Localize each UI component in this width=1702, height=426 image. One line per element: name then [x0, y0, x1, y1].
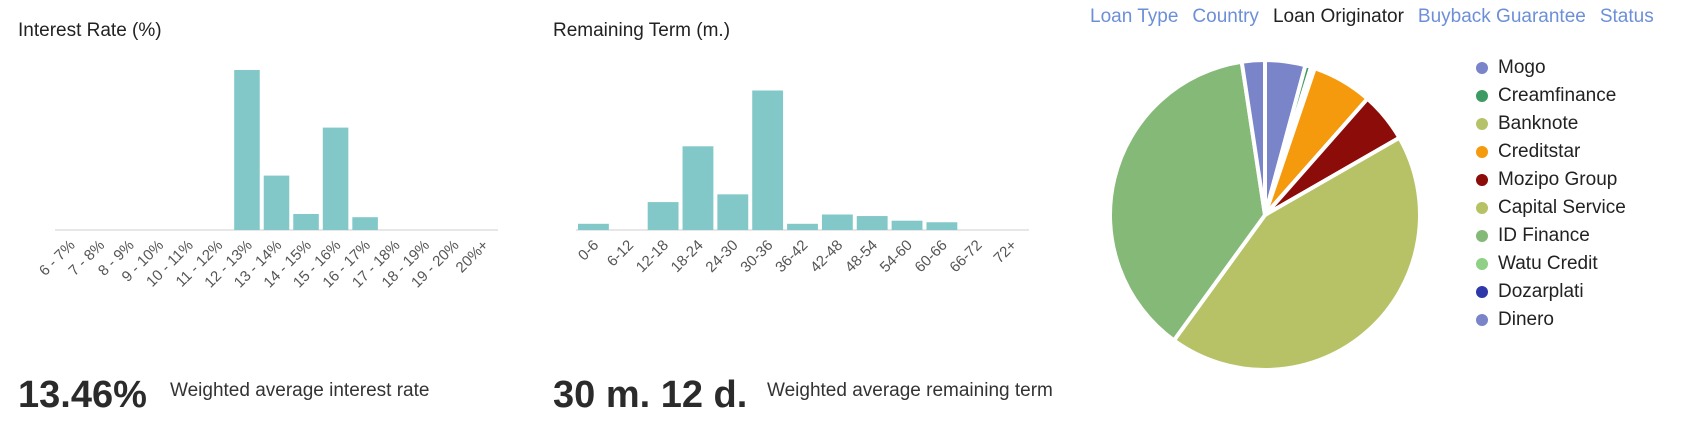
- x-tick-label: 18-24: [668, 237, 707, 276]
- pie-slice[interactable]: [1239, 58, 1267, 217]
- tab-status[interactable]: Status: [1599, 6, 1654, 27]
- bar[interactable]: [234, 70, 260, 230]
- tab-loan-originator[interactable]: Loan Originator: [1272, 6, 1404, 27]
- legend-swatch: [1476, 314, 1488, 326]
- legend-label: Mozipo Group: [1498, 169, 1618, 190]
- legend-label: ID Finance: [1498, 225, 1590, 246]
- remaining-term-average-label: Weighted average remaining term: [767, 380, 1053, 401]
- bar[interactable]: [647, 202, 679, 230]
- legend-swatch: [1476, 146, 1488, 158]
- breakdown-tabs: Loan Type Country Loan Originator Buybac…: [1090, 6, 1654, 28]
- x-tick-label: 66-72: [946, 237, 985, 276]
- legend-swatch: [1476, 62, 1488, 74]
- legend-item[interactable]: ID Finance: [1476, 222, 1626, 250]
- bar[interactable]: [322, 127, 349, 230]
- x-tick-label: 30-36: [737, 237, 776, 276]
- legend-item[interactable]: Dozarplati: [1476, 278, 1626, 306]
- legend-swatch: [1476, 202, 1488, 214]
- legend-item[interactable]: Creditstar: [1476, 138, 1626, 166]
- legend-item[interactable]: Mozipo Group: [1476, 166, 1626, 194]
- bar[interactable]: [891, 220, 923, 230]
- legend-item[interactable]: Mogo: [1476, 54, 1626, 82]
- legend-label: Banknote: [1498, 113, 1579, 134]
- legend-label: Capital Service: [1498, 197, 1626, 218]
- legend-item[interactable]: Creamfinance: [1476, 82, 1626, 110]
- x-tick-label: 20%+: [453, 237, 493, 277]
- legend-item[interactable]: Banknote: [1476, 110, 1626, 138]
- remaining-term-chart: 0-6 6-1212-1818-2424-3030-3636-4242-4848-…: [575, 90, 1029, 276]
- legend-swatch: [1476, 230, 1488, 242]
- legend-label: Mogo: [1498, 57, 1546, 78]
- interest-rate-chart: 6 - 7%7 - 8%8 - 9%9 - 10%10 - 11%11 - 12…: [36, 70, 498, 291]
- x-tick-label: 12-18: [633, 237, 672, 276]
- bar[interactable]: [682, 146, 714, 230]
- x-tick-label: 36-42: [772, 237, 811, 276]
- remaining-term-title: Remaining Term (m.): [553, 20, 731, 41]
- bar[interactable]: [293, 214, 319, 230]
- legend-item[interactable]: Dinero: [1476, 306, 1626, 334]
- legend-label: Creditstar: [1498, 141, 1581, 162]
- bar[interactable]: [352, 217, 378, 230]
- x-tick-label: 48-54: [842, 237, 881, 276]
- legend-swatch: [1476, 90, 1488, 102]
- legend-swatch: [1476, 174, 1488, 186]
- x-tick-label: 0-6: [575, 237, 602, 264]
- legend-swatch: [1476, 258, 1488, 270]
- bar[interactable]: [926, 222, 958, 230]
- tab-country[interactable]: Country: [1192, 6, 1259, 27]
- legend-swatch: [1476, 118, 1488, 130]
- interest-rate-title: Interest Rate (%): [18, 20, 162, 41]
- legend-item[interactable]: Watu Credit: [1476, 250, 1626, 278]
- interest-rate-average-value: 13.46%: [18, 374, 147, 416]
- bar[interactable]: [787, 223, 818, 230]
- pie-legend: Mogo Creamfinance Banknote Creditstar Mozipo…: [1476, 54, 1626, 334]
- legend-swatch: [1476, 286, 1488, 298]
- legend-label: Creamfinance: [1498, 85, 1617, 106]
- remaining-term-average-value: 30 m. 12 d.: [553, 374, 748, 416]
- x-tick-label: 42-48: [807, 237, 846, 276]
- bar[interactable]: [752, 90, 784, 231]
- tab-loan-type[interactable]: Loan Type: [1090, 6, 1179, 27]
- x-tick-label: 54-60: [877, 237, 916, 276]
- pie-slice[interactable]: [1108, 59, 1267, 343]
- legend-label: Dinero: [1498, 309, 1554, 330]
- bar[interactable]: [856, 216, 888, 230]
- tab-buyback-guarantee[interactable]: Buyback Guarantee: [1417, 6, 1586, 27]
- bar[interactable]: [578, 223, 609, 230]
- legend-label: Dozarplati: [1498, 281, 1584, 302]
- bar[interactable]: [717, 194, 749, 230]
- pie-slice[interactable]: [1171, 135, 1422, 372]
- x-tick-label: 6-12: [604, 237, 637, 270]
- bar[interactable]: [263, 175, 290, 230]
- loan-originator-pie-chart: [1108, 58, 1422, 372]
- bar[interactable]: [821, 214, 853, 231]
- x-tick-label: 60-66: [912, 237, 951, 276]
- legend-item[interactable]: Capital Service: [1476, 194, 1626, 222]
- x-tick-label: 72+: [990, 237, 1020, 267]
- x-tick-label: 24-30: [702, 237, 741, 276]
- legend-label: Watu Credit: [1498, 253, 1598, 274]
- interest-rate-average-label: Weighted average interest rate: [170, 380, 430, 401]
